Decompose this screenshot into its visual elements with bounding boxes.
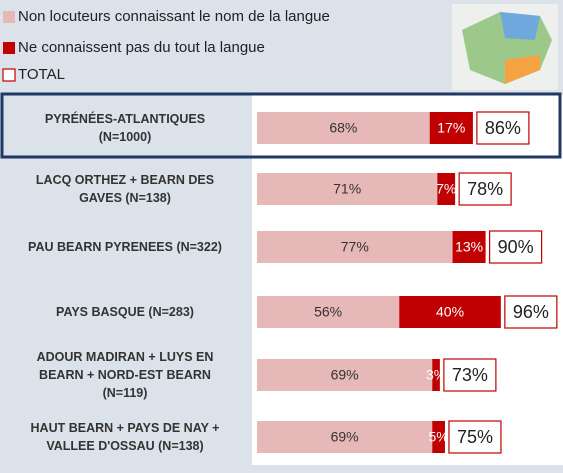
value-label: 13%	[455, 239, 483, 255]
category-label: PAYS BASQUE (N=283)	[56, 305, 194, 319]
highlight-frame	[0, 92, 562, 159]
bar-segment	[432, 359, 440, 391]
total-box	[443, 358, 497, 392]
bar-segment	[257, 112, 430, 144]
bar-segment	[257, 231, 453, 263]
bar-segment	[257, 421, 433, 453]
value-label: 3%	[426, 367, 446, 383]
legend-label: Ne connaissent pas du tout la langue	[18, 39, 265, 56]
value-label: 69%	[331, 367, 359, 383]
category-label: PAU BEARN PYRENEES (N=322)	[28, 240, 222, 254]
total-label: 78%	[467, 179, 503, 199]
total-label: 73%	[452, 365, 488, 385]
legend-swatch	[2, 68, 16, 82]
legend-label: TOTAL	[18, 66, 65, 83]
bar-segment	[432, 421, 445, 453]
category-label: PYRÉNÉES-ATLANTIQUES (N=1000)	[44, 112, 206, 144]
plot-area	[252, 95, 563, 465]
bar-segment	[257, 359, 433, 391]
category-label: LACQ ORTHEZ + BEARN DES GAVES (N=138)	[35, 173, 215, 205]
legend-swatch	[3, 42, 15, 54]
bar-segment	[452, 231, 486, 263]
total-label: 90%	[498, 237, 534, 257]
total-label: 96%	[513, 302, 549, 322]
total-box	[476, 111, 530, 145]
total-box	[448, 420, 502, 454]
value-label: 7%	[436, 181, 456, 197]
map-thumbnail	[452, 4, 558, 90]
bar-segment	[257, 296, 400, 328]
value-label: 69%	[331, 429, 359, 445]
legend-swatch	[3, 11, 15, 23]
total-label: 75%	[457, 427, 493, 447]
category-label: HAUT BEARN + PAYS DE NAY + VALLEE D'OSSA…	[30, 421, 220, 453]
legend-label: Non locuteurs connaissant le nom de la l…	[18, 8, 330, 25]
category-label: ADOUR MADIRAN + LUYS EN BEARN + NORD-EST…	[36, 350, 214, 400]
value-label: 77%	[341, 239, 369, 255]
total-box	[458, 172, 512, 206]
value-label: 17%	[437, 120, 465, 136]
total-box	[504, 295, 558, 329]
value-label: 71%	[333, 181, 361, 197]
total-label: 86%	[485, 118, 521, 138]
value-label: 5%	[428, 429, 448, 445]
total-box	[489, 230, 543, 264]
value-label: 40%	[436, 304, 464, 320]
bar-segment	[399, 296, 501, 328]
value-label: 56%	[314, 304, 342, 320]
bar-segment	[429, 112, 473, 144]
value-label: 68%	[329, 120, 357, 136]
bar-segment	[257, 173, 438, 205]
bar-segment	[437, 173, 456, 205]
